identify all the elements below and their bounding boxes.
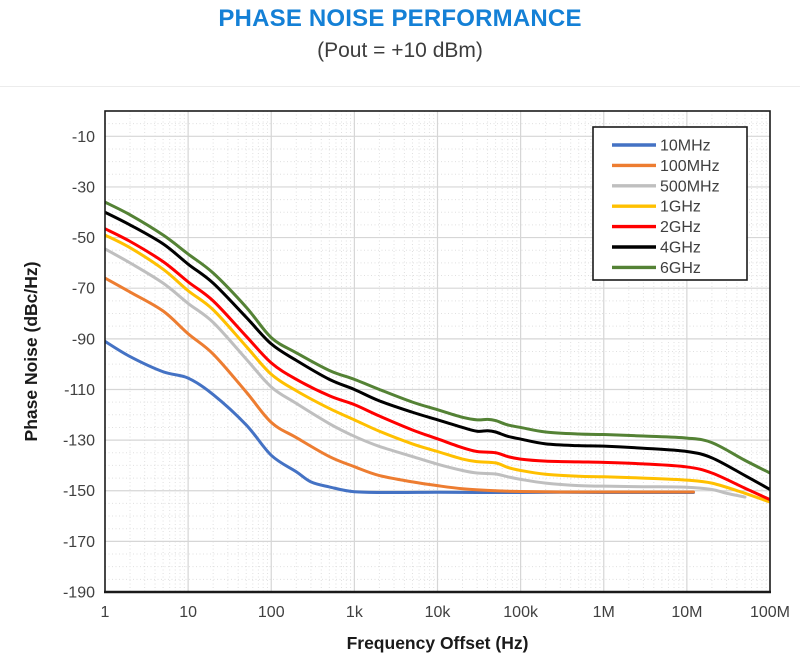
x-tick-label: 1M xyxy=(593,604,615,621)
x-axis-title: Frequency Offset (Hz) xyxy=(347,633,529,653)
chart-subtitle: (Pout = +10 dBm) xyxy=(317,39,483,62)
tick-labels: -10 -30 -50 -70 -90 -110 -130 -150 -170 -190 1 10 10… xyxy=(63,129,790,621)
legend-label: 100MHz xyxy=(660,158,720,175)
series-line-1GHz xyxy=(105,233,770,504)
y-tick-label: -130 xyxy=(63,433,95,450)
legend-item-1GHz: 1GHz xyxy=(612,199,701,216)
legend-label: 500MHz xyxy=(660,178,720,195)
chart-title: PHASE NOISE PERFORMANCE xyxy=(218,5,582,32)
y-tick-label: -70 xyxy=(72,281,95,298)
series-line-500MHz xyxy=(105,247,747,499)
series-line-2GHz xyxy=(105,227,770,502)
series-line-100MHz xyxy=(105,276,695,494)
y-tick-label: -30 xyxy=(72,179,95,196)
legend-label: 2GHz xyxy=(660,219,701,236)
legend: 10MHz 100MHz 500MHz 1GHz 2GHz 4GHz 6GHz xyxy=(592,126,748,281)
x-tick-label: 100k xyxy=(503,604,539,621)
legend-box xyxy=(592,126,748,281)
legend-label: 4GHz xyxy=(660,240,701,257)
y-tick-label: -150 xyxy=(63,483,95,500)
legend-label: 1GHz xyxy=(660,199,701,216)
x-tick-label: 1k xyxy=(346,604,364,621)
legend-item-4GHz: 4GHz xyxy=(612,240,701,257)
legend-label: 10MHz xyxy=(660,138,711,155)
x-tick-label: 10M xyxy=(671,604,702,621)
y-tick-label: -50 xyxy=(72,230,95,247)
legend-item-10MHz: 10MHz xyxy=(612,138,711,155)
legend-label: 6GHz xyxy=(660,260,701,277)
legend-item-2GHz: 2GHz xyxy=(612,219,701,236)
y-tick-label: -10 xyxy=(72,129,95,146)
x-tick-label: 100 xyxy=(258,604,285,621)
legend-item-500MHz: 500MHz xyxy=(612,178,720,195)
y-tick-label: -90 xyxy=(72,331,95,348)
y-axis-title: Phase Noise (dBc/Hz) xyxy=(21,262,41,442)
series-line-6GHz xyxy=(105,200,770,475)
legend-item-6GHz: 6GHz xyxy=(612,260,701,277)
series-line-4GHz xyxy=(105,210,770,491)
chart-header: PHASE NOISE PERFORMANCE (Pout = +10 dBm) xyxy=(0,0,800,87)
chart-area: -10 -30 -50 -70 -90 -110 -130 -150 -170 -190 1 10 10… xyxy=(0,87,800,666)
legend-item-100MHz: 100MHz xyxy=(612,158,720,175)
y-tick-label: -110 xyxy=(64,382,95,399)
phase-noise-chart: -10 -30 -50 -70 -90 -110 -130 -150 -170 -190 1 10 10… xyxy=(21,110,790,653)
y-tick-label: -170 xyxy=(63,534,95,551)
x-tick-label: 10k xyxy=(425,604,452,621)
x-tick-label: 1 xyxy=(101,604,110,621)
series-lines xyxy=(105,200,770,504)
x-tick-label: 100M xyxy=(750,604,790,621)
y-tick-label: -190 xyxy=(63,585,95,602)
x-tick-label: 10 xyxy=(179,604,197,621)
